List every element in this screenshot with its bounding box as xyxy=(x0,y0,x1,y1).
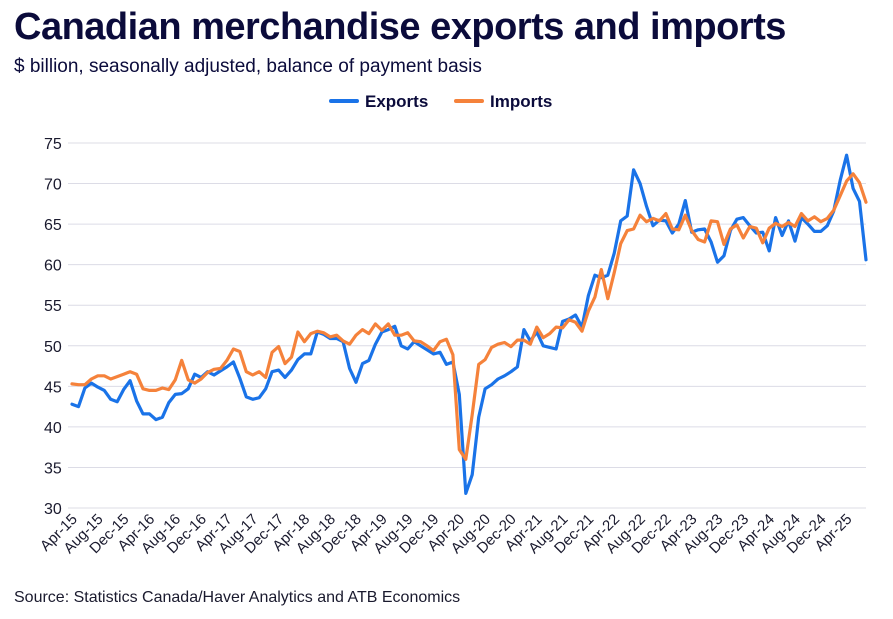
y-tick-label: 70 xyxy=(44,177,62,194)
grid xyxy=(68,142,866,509)
chart-title: Canadian merchandise exports and imports xyxy=(14,6,786,48)
legend: Exports Imports xyxy=(329,92,552,111)
y-tick-label: 35 xyxy=(44,460,62,477)
y-tick-label: 50 xyxy=(44,339,62,356)
y-tick-label: 45 xyxy=(44,379,62,396)
y-tick-label: 55 xyxy=(44,298,62,315)
x-axis: Apr-15Aug-15Dec-15Apr-16Aug-16Dec-16Apr-… xyxy=(37,511,855,557)
series-lines xyxy=(70,153,868,495)
y-tick-label: 60 xyxy=(44,258,62,275)
series-line-imports xyxy=(70,172,868,461)
y-tick-label: 65 xyxy=(44,217,62,234)
chart-subtitle: $ billion, seasonally adjusted, balance … xyxy=(14,56,482,77)
y-tick-label: 75 xyxy=(44,136,62,153)
source-note: Source: Statistics Canada/Haver Analytic… xyxy=(14,589,461,606)
legend-label-imports: Imports xyxy=(490,92,552,111)
y-tick-label: 40 xyxy=(44,420,62,437)
legend-label-exports: Exports xyxy=(365,92,428,111)
y-axis: 30 35 40 45 50 55 60 65 70 75 xyxy=(44,136,62,518)
y-tick-label: 30 xyxy=(44,501,62,518)
